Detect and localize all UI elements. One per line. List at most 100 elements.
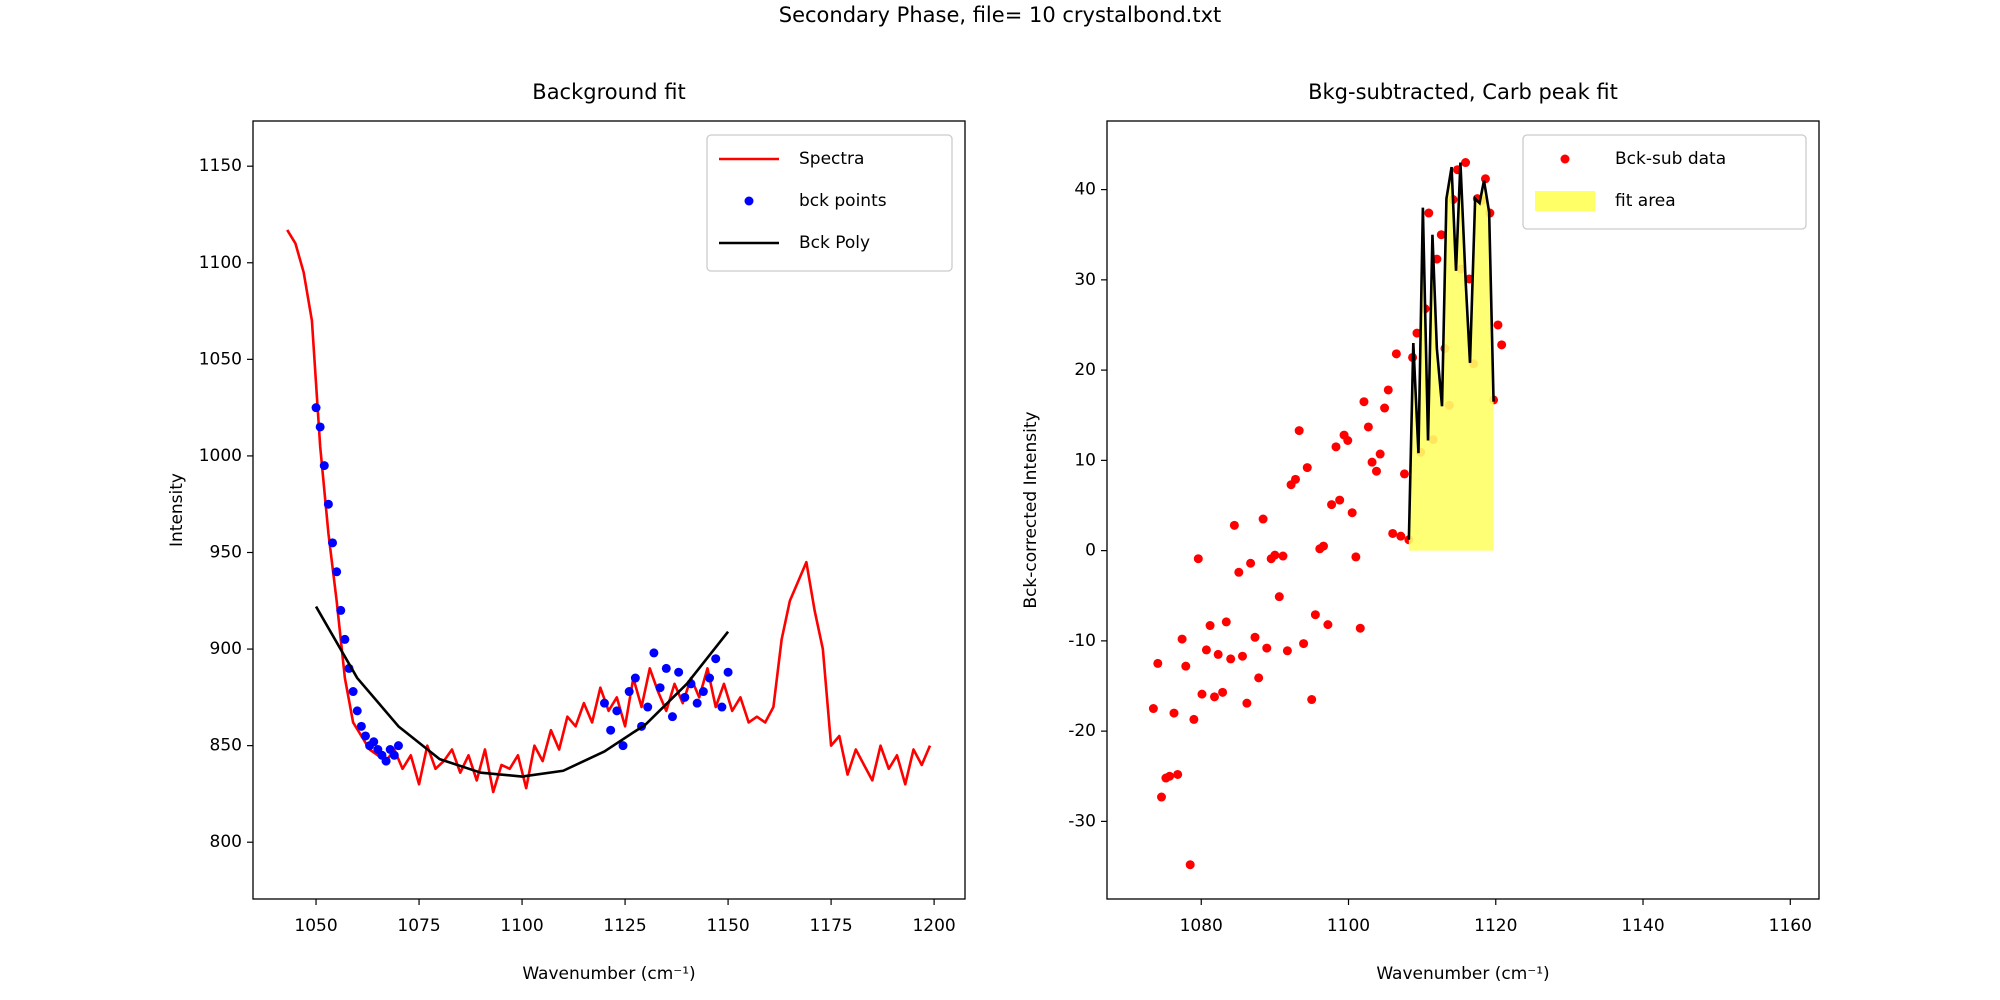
data-point <box>323 499 333 509</box>
y-tick-label: 1050 <box>199 349 242 369</box>
figure-title: Secondary Phase, file= 10 crystalbond.tx… <box>779 3 1221 27</box>
data-point <box>1278 551 1288 561</box>
data-point <box>630 673 640 683</box>
data-point <box>1307 695 1317 705</box>
y-tick-label: -10 <box>1068 631 1096 651</box>
data-point <box>1234 567 1244 577</box>
data-point <box>1359 397 1369 407</box>
data-point <box>348 687 358 697</box>
data-point <box>692 698 702 708</box>
data-point <box>393 741 403 751</box>
data-point <box>680 692 690 702</box>
data-point <box>1209 692 1219 702</box>
legend-label: fit area <box>1615 191 1676 211</box>
data-point <box>661 663 671 673</box>
data-point <box>1237 651 1247 661</box>
data-point <box>311 403 321 413</box>
data-point <box>1153 658 1163 668</box>
x-tick-label: 1120 <box>1474 916 1517 936</box>
fit-line <box>1407 162 1495 540</box>
data-point <box>340 634 350 644</box>
y-axis-label: Bck-corrected Intensity <box>1021 411 1041 608</box>
data-point <box>711 654 721 664</box>
subplot-title: Bkg-subtracted, Carb peak fit <box>1308 80 1618 104</box>
data-point <box>1436 230 1446 240</box>
data-point <box>1351 552 1361 562</box>
data-point <box>1302 463 1312 473</box>
data-point <box>1343 436 1353 446</box>
data-point <box>1189 714 1199 724</box>
x-tick-label: 1140 <box>1621 916 1664 936</box>
data-point <box>369 737 379 747</box>
legend: Spectra bck points Bck Poly <box>706 134 953 272</box>
data-point <box>1497 340 1507 350</box>
x-tick-label: 1100 <box>1327 916 1370 936</box>
series-line <box>314 605 730 778</box>
x-axis-label: Wavenumber (cm⁻¹) <box>522 964 695 984</box>
data-point <box>336 605 346 615</box>
y-tick-label: 1100 <box>199 253 242 273</box>
y-tick-label: 30 <box>1074 270 1096 290</box>
x-tick-label: 1150 <box>706 916 749 936</box>
data-point <box>319 461 329 471</box>
x-tick-label: 1200 <box>912 916 955 936</box>
data-point <box>1274 592 1284 602</box>
legend-label: bck points <box>799 191 887 211</box>
data-point <box>1173 769 1183 779</box>
plot-frame <box>252 120 966 900</box>
legend-box <box>706 134 953 272</box>
data-point <box>1250 632 1260 642</box>
data-point <box>1270 550 1280 560</box>
data-point <box>1375 449 1385 459</box>
legend-swatch <box>1560 154 1570 164</box>
y-tick-label: 900 <box>210 639 242 659</box>
data-point <box>1318 541 1328 551</box>
data-point <box>1388 528 1398 538</box>
data-point <box>332 567 342 577</box>
y-tick-label: 10 <box>1074 450 1096 470</box>
data-point <box>705 673 715 683</box>
data-point <box>1355 623 1365 633</box>
data-point <box>1197 689 1207 699</box>
data-point <box>612 706 622 716</box>
legend-swatch <box>744 196 754 206</box>
data-point <box>352 706 362 716</box>
x-tick-label: 1075 <box>397 916 440 936</box>
y-tick-label: 1000 <box>199 446 242 466</box>
data-point <box>1493 320 1503 330</box>
subplot: Background fit Wavenumber (cm⁻¹) Intensity… <box>167 80 966 984</box>
data-point <box>389 750 399 760</box>
data-point <box>328 538 338 548</box>
data-point <box>717 702 727 712</box>
data-point <box>1205 621 1215 631</box>
y-tick-label: 40 <box>1074 180 1096 200</box>
data-point <box>674 667 684 677</box>
data-point <box>381 756 391 766</box>
data-point <box>649 648 659 658</box>
data-point <box>599 698 609 708</box>
x-tick-label: 1125 <box>603 916 646 936</box>
y-tick-label: 800 <box>210 832 242 852</box>
data-point <box>1396 531 1406 541</box>
data-point <box>1242 698 1252 708</box>
subplot: Bkg-subtracted, Carb peak fit Wavenumber … <box>1021 80 1820 984</box>
data-point <box>1323 620 1333 630</box>
data-point <box>1290 474 1300 484</box>
data-point <box>360 731 370 741</box>
data-point <box>1371 466 1381 476</box>
data-point <box>655 683 665 693</box>
data-point <box>698 687 708 697</box>
legend-swatch <box>1535 191 1595 211</box>
data-point <box>1193 554 1203 564</box>
data-point <box>667 712 677 722</box>
x-tick-label: 1175 <box>809 916 852 936</box>
data-point <box>624 687 634 697</box>
data-point <box>1282 646 1292 656</box>
data-point <box>1262 643 1272 653</box>
data-point <box>1221 617 1231 627</box>
y-tick-label: 950 <box>210 542 242 562</box>
x-tick-label: 1100 <box>500 916 543 936</box>
subplot-title: Background fit <box>532 80 685 104</box>
data-point <box>1367 457 1377 467</box>
